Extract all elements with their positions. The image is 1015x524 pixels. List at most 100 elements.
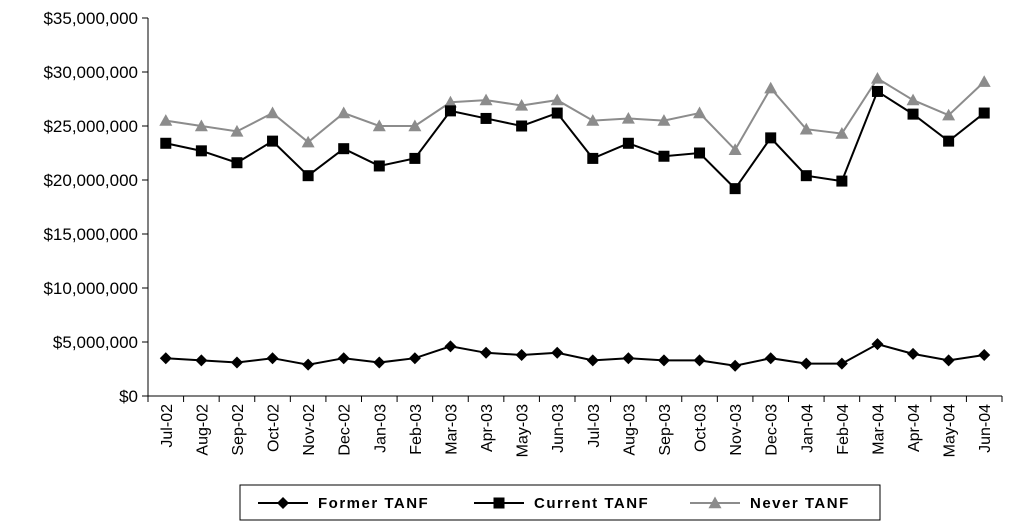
data-point-former-tanf bbox=[373, 356, 386, 369]
x-tick-label: Mar-03 bbox=[443, 404, 460, 455]
x-tick-label: Feb-04 bbox=[835, 404, 852, 455]
data-point-current-tanf bbox=[267, 135, 279, 147]
x-tick-label: Mar-04 bbox=[870, 404, 887, 455]
data-point-current-tanf bbox=[195, 145, 207, 157]
y-tick-label: $10,000,000 bbox=[43, 279, 138, 298]
data-point-former-tanf bbox=[302, 358, 315, 371]
data-point-never-tanf bbox=[301, 135, 315, 148]
data-point-former-tanf bbox=[195, 354, 208, 367]
data-point-former-tanf bbox=[657, 354, 670, 367]
data-point-never-tanf bbox=[230, 124, 244, 137]
data-point-never-tanf bbox=[515, 98, 529, 111]
x-tick-label: Sep-02 bbox=[230, 404, 247, 456]
data-point-current-tanf bbox=[907, 108, 919, 120]
data-point-never-tanf bbox=[835, 127, 849, 139]
data-point-never-tanf bbox=[550, 93, 564, 106]
data-point-current-tanf bbox=[836, 175, 848, 187]
data-point-current-tanf bbox=[729, 183, 741, 195]
data-point-current-tanf bbox=[302, 170, 314, 182]
data-point-current-tanf bbox=[800, 170, 812, 182]
data-point-current-tanf bbox=[765, 132, 777, 144]
data-point-former-tanf bbox=[586, 354, 599, 367]
data-point-former-tanf bbox=[480, 346, 493, 359]
data-point-current-tanf bbox=[480, 112, 492, 124]
data-point-former-tanf bbox=[729, 359, 742, 372]
data-point-never-tanf bbox=[906, 93, 920, 106]
data-point-current-tanf bbox=[231, 157, 243, 169]
y-tick-label: $15,000,000 bbox=[43, 225, 138, 244]
x-tick-label: Apr-04 bbox=[906, 404, 923, 452]
data-point-never-tanf bbox=[372, 119, 386, 132]
data-point-former-tanf bbox=[871, 338, 884, 351]
data-point-current-tanf bbox=[516, 120, 528, 132]
data-point-former-tanf bbox=[693, 354, 706, 367]
data-point-current-tanf bbox=[160, 137, 172, 149]
legend-marker-former-tanf bbox=[277, 497, 289, 509]
x-tick-label: Sep-03 bbox=[657, 404, 674, 456]
data-point-never-tanf bbox=[337, 106, 351, 119]
data-point-current-tanf bbox=[373, 160, 385, 172]
y-tick-label: $25,000,000 bbox=[43, 117, 138, 136]
legend-marker-never-tanf bbox=[708, 496, 722, 509]
data-point-never-tanf bbox=[159, 114, 173, 126]
legend-label-former-tanf: Former TANF bbox=[318, 495, 429, 512]
data-point-former-tanf bbox=[764, 352, 777, 365]
data-point-current-tanf bbox=[658, 150, 670, 162]
data-point-current-tanf bbox=[551, 107, 563, 119]
data-point-former-tanf bbox=[942, 354, 955, 367]
series-line-never-tanf bbox=[165, 77, 985, 152]
data-point-former-tanf bbox=[978, 348, 991, 361]
data-point-never-tanf bbox=[266, 106, 280, 119]
x-tick-label: Dec-02 bbox=[337, 404, 354, 456]
x-tick-label: Apr-03 bbox=[479, 404, 496, 452]
data-point-never-tanf bbox=[799, 122, 813, 135]
data-point-current-tanf bbox=[409, 152, 421, 164]
x-tick-label: May-03 bbox=[515, 404, 532, 457]
series-line-current-tanf bbox=[165, 89, 985, 191]
data-point-former-tanf bbox=[408, 352, 421, 365]
y-tick-label: $35,000,000 bbox=[43, 9, 138, 28]
data-point-former-tanf bbox=[337, 352, 350, 365]
data-point-former-tanf bbox=[159, 352, 172, 365]
x-tick-label: Oct-02 bbox=[266, 404, 283, 452]
y-axis-ticks: $0 $5,000,000 $10,000,000 $15,000,000 $20,00… bbox=[43, 9, 148, 406]
x-tick-label: Nov-02 bbox=[301, 404, 318, 456]
y-tick-label: $0 bbox=[119, 387, 138, 406]
data-point-current-tanf bbox=[943, 135, 955, 147]
x-tick-label: Jul-03 bbox=[586, 404, 603, 448]
data-point-never-tanf bbox=[479, 93, 493, 106]
data-point-current-tanf bbox=[622, 137, 634, 149]
x-tick-label: Jan-03 bbox=[372, 404, 389, 453]
x-tick-label: May-04 bbox=[942, 404, 959, 457]
data-point-never-tanf bbox=[194, 119, 208, 132]
legend: Former TANF Current TANF Never TANF bbox=[239, 484, 881, 521]
data-point-former-tanf bbox=[800, 357, 813, 370]
x-tick-label: Jul-02 bbox=[159, 404, 176, 448]
data-point-never-tanf bbox=[977, 75, 991, 87]
data-point-former-tanf bbox=[230, 356, 243, 369]
x-tick-label: Feb-03 bbox=[408, 404, 425, 455]
data-point-never-tanf bbox=[408, 119, 422, 132]
data-point-former-tanf bbox=[622, 352, 635, 365]
y-tick-label: $30,000,000 bbox=[43, 63, 138, 82]
data-point-never-tanf bbox=[657, 114, 671, 126]
y-tick-label: $5,000,000 bbox=[53, 333, 138, 352]
chart-series bbox=[159, 71, 991, 372]
x-tick-label: Jun-04 bbox=[977, 404, 994, 453]
x-tick-label: Dec-03 bbox=[764, 404, 781, 456]
data-point-former-tanf bbox=[907, 347, 920, 360]
data-point-never-tanf bbox=[693, 106, 707, 119]
x-tick-label: Oct-03 bbox=[693, 404, 710, 452]
data-point-current-tanf bbox=[694, 147, 706, 159]
series-never-tanf bbox=[159, 71, 991, 155]
x-tick-label: Nov-03 bbox=[728, 404, 745, 456]
chart-axes bbox=[147, 18, 1002, 397]
data-point-former-tanf bbox=[515, 348, 528, 361]
data-point-never-tanf bbox=[764, 81, 778, 94]
x-tick-label: Aug-02 bbox=[194, 404, 211, 456]
data-point-never-tanf bbox=[443, 95, 457, 108]
data-point-current-tanf bbox=[338, 143, 350, 155]
legend-marker-current-tanf bbox=[493, 497, 505, 509]
data-point-never-tanf bbox=[728, 143, 742, 155]
